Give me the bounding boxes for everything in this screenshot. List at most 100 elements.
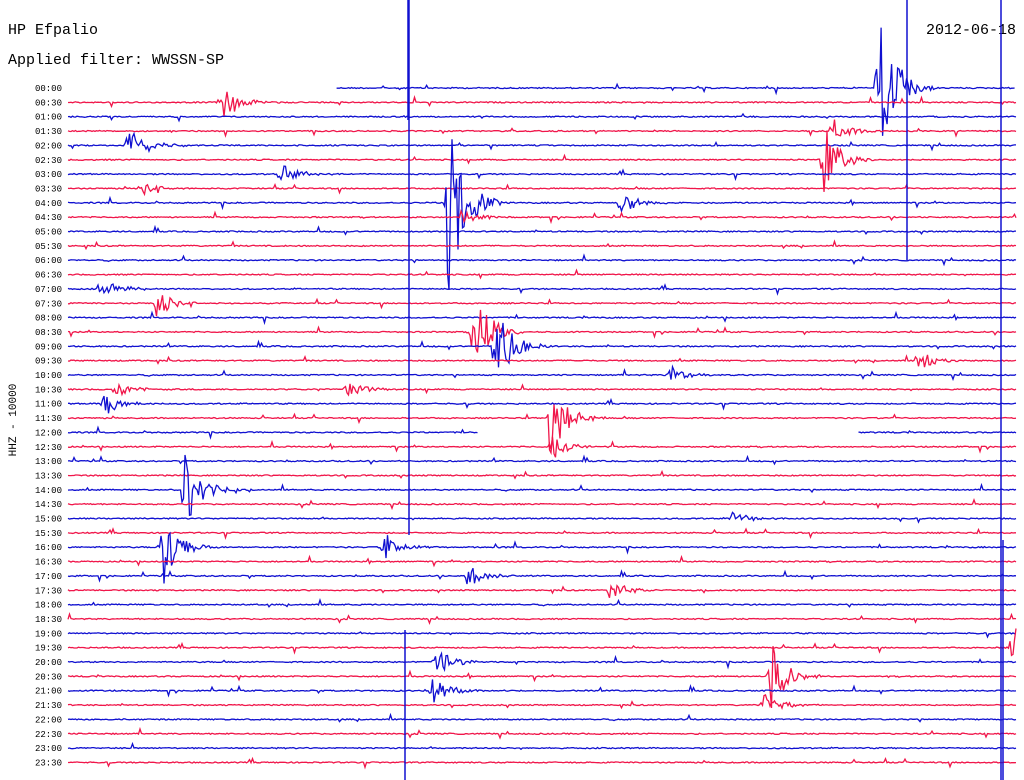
trace-1530 — [67, 527, 1016, 540]
trace-1200 — [858, 429, 1017, 434]
row-time-label: 09:00 — [35, 342, 62, 352]
row-time-label: 08:00 — [35, 314, 62, 324]
row-time-label: 22:30 — [35, 730, 62, 740]
trace-0500 — [67, 224, 1016, 236]
row-time-label: 21:00 — [35, 687, 62, 697]
row-time-label: 03:30 — [35, 184, 62, 194]
trace-0430 — [67, 208, 1017, 225]
trace-1500 — [67, 511, 1017, 524]
row-time-label: 20:30 — [35, 672, 62, 682]
trace-0400 — [67, 139, 1017, 291]
row-time-label: 03:00 — [35, 170, 62, 180]
row-time-label: 12:30 — [35, 443, 62, 453]
trace-1000 — [67, 364, 1017, 382]
trace-1600 — [67, 531, 1017, 584]
row-time-label: 02:00 — [35, 141, 62, 151]
trace-0900 — [67, 322, 1017, 368]
trace-1400 — [67, 454, 1017, 517]
row-time-label: 06:30 — [35, 271, 62, 281]
row-time-label: 12:00 — [35, 428, 62, 438]
row-time-label: 14:30 — [35, 500, 62, 510]
trace-1330 — [67, 469, 1017, 480]
trace-0600 — [67, 253, 1017, 267]
trace-1630 — [67, 554, 1017, 568]
row-time-label: 19:00 — [35, 629, 62, 639]
row-time-label: 04:30 — [35, 213, 62, 223]
row-time-label: 20:00 — [35, 658, 62, 668]
trace-0700 — [67, 283, 1017, 296]
row-time-label: 07:30 — [35, 299, 62, 309]
trace-1030 — [67, 382, 1017, 397]
row-time-label: 19:30 — [35, 644, 62, 654]
trace-0800 — [67, 310, 1017, 326]
trace-0130 — [67, 119, 1017, 138]
row-time-label: 14:00 — [35, 486, 62, 496]
trace-2000 — [67, 651, 1017, 673]
trace-2300 — [67, 741, 1017, 751]
row-time-label: 06:00 — [35, 256, 62, 266]
row-time-label: 16:30 — [35, 558, 62, 568]
trace-2030 — [67, 646, 1017, 709]
trace-0200 — [67, 131, 1016, 154]
trace-2130 — [67, 693, 1017, 710]
row-time-label: 17:30 — [35, 586, 62, 596]
trace-1730 — [67, 584, 1017, 599]
trace-1800 — [67, 597, 1017, 608]
trace-0830 — [67, 309, 1017, 353]
trace-2100 — [67, 679, 1017, 703]
trace-2330 — [68, 756, 1017, 770]
row-time-label: 22:00 — [35, 715, 62, 725]
row-time-label: 15:00 — [35, 515, 62, 525]
trace-0300 — [67, 165, 1017, 182]
row-time-label: 09:30 — [35, 357, 62, 367]
trace-0030 — [68, 91, 1017, 117]
trace-1230 — [67, 436, 1017, 458]
row-time-label: 11:30 — [35, 414, 62, 424]
row-time-label: 16:00 — [35, 543, 62, 553]
row-time-label: 21:30 — [35, 701, 62, 711]
row-time-label: 02:30 — [35, 156, 62, 166]
trace-1830 — [67, 612, 1017, 625]
row-time-label: 01:30 — [35, 127, 62, 137]
trace-1100 — [68, 395, 1017, 414]
row-time-label: 13:30 — [35, 471, 62, 481]
row-time-label: 04:00 — [35, 199, 62, 209]
trace-0630 — [67, 268, 1017, 280]
trace-0530 — [67, 239, 1017, 251]
trace-1930 — [67, 628, 1017, 657]
row-time-label: 08:30 — [35, 328, 62, 338]
row-time-label: 18:00 — [35, 601, 62, 611]
row-time-label: 23:30 — [35, 758, 62, 768]
trace-0730 — [67, 295, 1017, 317]
row-time-label: 00:30 — [35, 98, 62, 108]
trace-1130 — [67, 404, 1017, 456]
trace-1700 — [67, 567, 1017, 585]
row-time-label: 01:00 — [35, 113, 62, 123]
row-time-label: 15:30 — [35, 529, 62, 539]
row-time-label: 13:00 — [35, 457, 62, 467]
trace-1300 — [67, 454, 1017, 466]
trace-0000 — [336, 27, 1015, 136]
row-time-label: 18:30 — [35, 615, 62, 625]
row-time-label: 23:00 — [35, 744, 62, 754]
row-time-label: 05:30 — [35, 242, 62, 252]
filter-label: Applied filter: WWSSN-SP — [8, 52, 225, 69]
trace-2200 — [67, 712, 1017, 723]
row-time-label: 00:00 — [35, 84, 62, 94]
row-time-label: 05:00 — [35, 228, 62, 238]
trace-1200 — [67, 425, 478, 440]
trace-0930 — [67, 354, 1017, 368]
row-time-label: 11:00 — [35, 400, 62, 410]
row-time-label: 17:00 — [35, 572, 62, 582]
trace-0100 — [67, 112, 1017, 123]
trace-1430 — [67, 498, 1017, 511]
trace-2230 — [67, 726, 1017, 740]
trace-0330 — [67, 183, 1017, 197]
row-time-label: 07:00 — [35, 285, 62, 295]
trace-0230 — [67, 130, 1017, 192]
trace-1900 — [67, 631, 1017, 639]
station-title: HP Efpalio — [8, 22, 99, 39]
row-time-label: 10:00 — [35, 371, 62, 381]
date-label: 2012-06-18 — [925, 22, 1016, 39]
